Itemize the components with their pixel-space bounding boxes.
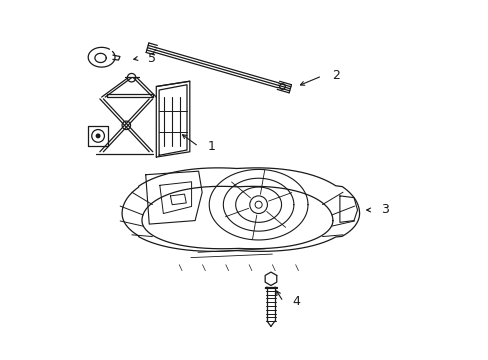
- Text: 2: 2: [331, 69, 339, 82]
- Text: 1: 1: [208, 140, 216, 153]
- Text: 4: 4: [292, 295, 300, 308]
- Text: 5: 5: [148, 52, 156, 65]
- Text: 3: 3: [380, 203, 388, 216]
- Circle shape: [96, 134, 100, 138]
